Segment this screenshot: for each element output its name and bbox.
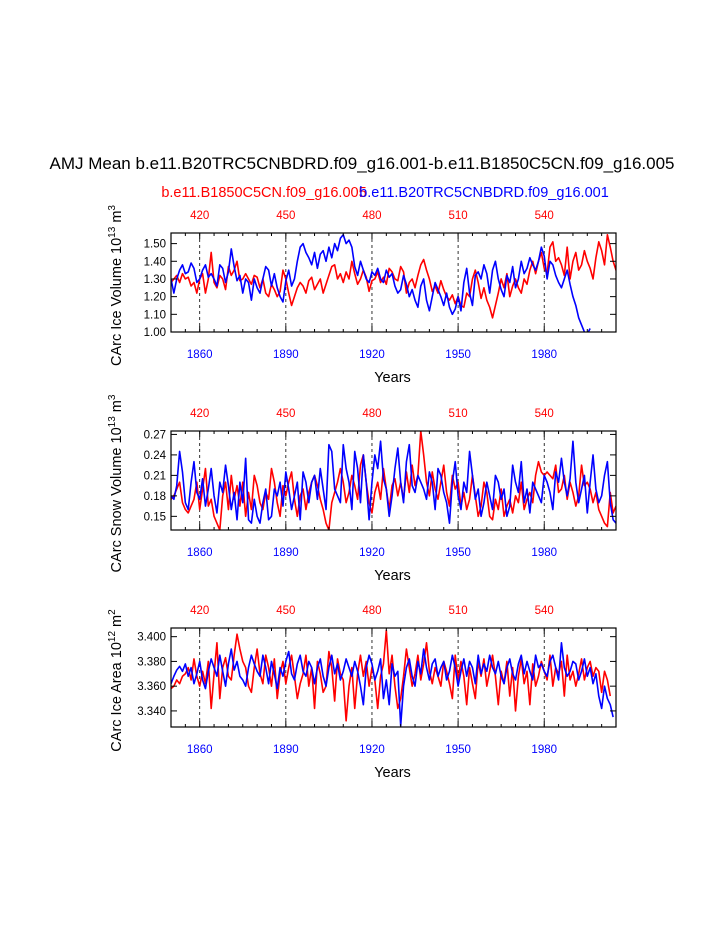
y-axis-label-unit-exp: 2 [107, 609, 118, 615]
y-axis-label-text: CArc Ice Volume 10 [109, 238, 125, 366]
y-tick-label-1.00: 1.00 [144, 327, 166, 339]
x-tick-label-1890: 1890 [273, 547, 299, 559]
y-axis-label: CArc Snow Volume 1013 m3 [107, 394, 125, 572]
x-axis-label: Years [374, 765, 411, 781]
x-top-tick-label-540: 540 [535, 605, 554, 617]
x-top-tick-label-450: 450 [276, 605, 295, 617]
y-tick-label-1.50: 1.50 [144, 239, 166, 251]
x-top-tick-label-480: 480 [362, 210, 381, 222]
chart-title: AMJ Mean b.e11.B20TRC5CNBDRD.f09_g16.001… [50, 154, 675, 173]
y-tick-label-1.40: 1.40 [144, 256, 166, 268]
x-tick-label-1950: 1950 [445, 349, 471, 361]
x-top-tick-label-450: 450 [276, 408, 295, 420]
y-tick-label-0.27: 0.27 [144, 429, 166, 441]
x-top-tick-label-540: 540 [535, 408, 554, 420]
x-axis-label: Years [374, 568, 411, 584]
x-tick-label-1980: 1980 [531, 547, 557, 559]
x-tick-label-1950: 1950 [445, 744, 471, 756]
y-tick-label-0.15: 0.15 [144, 511, 166, 523]
x-tick-label-1980: 1980 [531, 744, 557, 756]
legend-label-red: b.e11.B1850C5CN.f09_g16.005 [161, 185, 366, 201]
series-line-blue [171, 642, 614, 727]
x-top-tick-label-510: 510 [449, 210, 468, 222]
y-tick-label-1.20: 1.20 [144, 292, 166, 304]
plot-frame [170, 627, 617, 728]
y-tick-label-1.10: 1.10 [144, 309, 166, 321]
chart-panel-volume: 1860 1890 1920 1950 1980 420 450 480 510 540 1.00 1… [107, 205, 617, 386]
y-axis-label: CArc Ice Area 1012 m2 [107, 609, 125, 752]
plot-frame [170, 232, 617, 333]
legend-label-blue: b.e11.B20TRC5CNBDRD.f09_g16.001 [359, 185, 609, 201]
y-tick-label-3.340: 3.340 [137, 706, 166, 718]
x-axis-label: Years [374, 370, 411, 386]
x-tick-label-1890: 1890 [273, 349, 299, 361]
y-axis-label-unit: m [109, 211, 125, 227]
y-axis-label-text: CArc Snow Volume 10 [109, 427, 125, 572]
series-line-blue [171, 233, 591, 332]
x-top-tick-label-450: 450 [276, 210, 295, 222]
y-tick-label-3.400: 3.400 [137, 632, 166, 644]
x-tick-label-1860: 1860 [187, 744, 213, 756]
y-axis-label-unit-exp: 3 [107, 205, 118, 211]
x-top-tick-label-510: 510 [449, 408, 468, 420]
y-axis-label-exp: 13 [107, 416, 118, 428]
y-axis-label-unit-exp: 3 [107, 394, 118, 400]
x-top-tick-label-540: 540 [535, 210, 554, 222]
y-tick-label-3.380: 3.380 [137, 656, 166, 668]
y-tick-label-0.24: 0.24 [144, 450, 167, 462]
y-axis-label-text: CArc Ice Area 10 [109, 642, 125, 752]
chart-panel-snow: 1860 1890 1920 1950 1980 420 450 480 510 540 0.15 0… [107, 394, 617, 584]
x-top-tick-label-480: 480 [362, 605, 381, 617]
x-tick-label-1860: 1860 [187, 547, 213, 559]
x-top-tick-label-420: 420 [190, 210, 209, 222]
x-tick-label-1980: 1980 [531, 349, 557, 361]
x-tick-label-1920: 1920 [359, 349, 385, 361]
series-line-blue [171, 440, 616, 525]
chart-panels: 1860 1890 1920 1950 1980 420 450 480 510 540 1.00 1… [107, 205, 617, 781]
x-top-tick-label-420: 420 [190, 605, 209, 617]
y-axis-label: CArc Ice Volume 1013 m3 [107, 205, 125, 366]
y-tick-label-0.18: 0.18 [144, 491, 166, 503]
chart-panel-area: 1860 1890 1920 1950 1980 420 450 480 510 540 3.340… [107, 605, 617, 781]
x-top-tick-label-420: 420 [190, 408, 209, 420]
x-tick-label-1950: 1950 [445, 547, 471, 559]
y-tick-label-3.360: 3.360 [137, 681, 166, 693]
x-top-tick-label-510: 510 [449, 605, 468, 617]
y-axis-label-exp: 13 [107, 226, 118, 238]
y-tick-label-0.21: 0.21 [144, 470, 166, 482]
x-tick-label-1890: 1890 [273, 744, 299, 756]
y-tick-label-1.30: 1.30 [144, 274, 166, 286]
x-tick-label-1860: 1860 [187, 349, 213, 361]
y-axis-label-exp: 12 [107, 631, 118, 643]
plot-frame [170, 430, 617, 531]
y-axis-label-unit: m [109, 400, 125, 416]
series-line-red [171, 629, 612, 722]
x-top-tick-label-480: 480 [362, 408, 381, 420]
x-tick-label-1920: 1920 [359, 547, 385, 559]
y-axis-label-unit: m [109, 615, 125, 631]
x-tick-label-1920: 1920 [359, 744, 385, 756]
